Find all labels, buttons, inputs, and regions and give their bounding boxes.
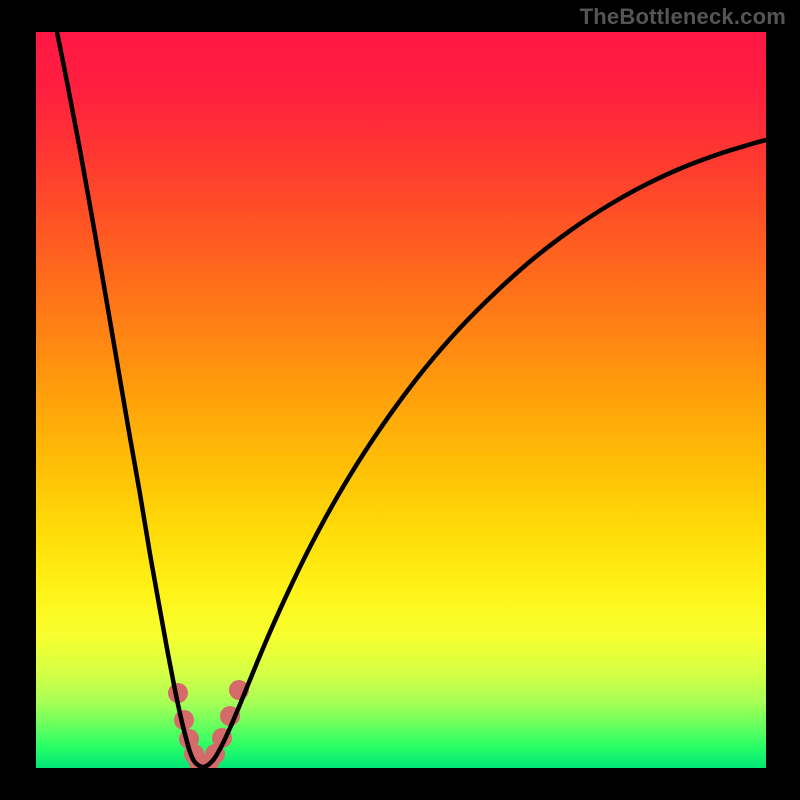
curve-layer — [36, 32, 766, 768]
plot-area — [36, 32, 766, 768]
watermark-text: TheBottleneck.com — [580, 4, 786, 30]
bottleneck-curve — [57, 32, 766, 767]
chart-frame: TheBottleneck.com — [0, 0, 800, 800]
